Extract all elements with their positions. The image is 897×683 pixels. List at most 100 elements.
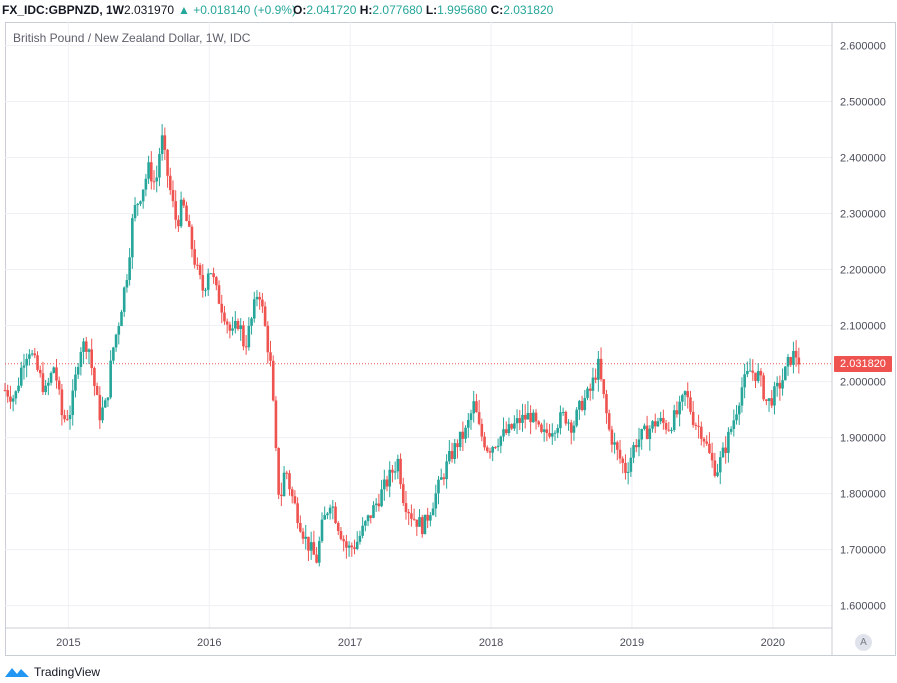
candle-body <box>36 355 39 370</box>
candle-body <box>328 507 332 514</box>
candle-body <box>353 547 356 549</box>
candle-body <box>277 447 280 495</box>
candle-body <box>691 411 695 425</box>
candle-body <box>689 397 692 412</box>
candle-body <box>377 503 381 507</box>
candle-body <box>141 189 145 202</box>
candle-body <box>323 515 327 520</box>
candle-body <box>3 389 7 391</box>
candle-body <box>550 433 554 437</box>
candle-body <box>756 371 760 381</box>
candle-body <box>147 162 150 179</box>
candle-body <box>591 377 595 391</box>
candle-body <box>483 436 486 448</box>
price-tick-label: 2.000000 <box>840 377 886 389</box>
candle-body <box>374 503 378 506</box>
candle-body <box>114 334 118 348</box>
candle-body <box>488 451 492 453</box>
price-tick-label: 2.300000 <box>840 209 886 221</box>
candle-body <box>499 436 503 446</box>
price-tick-label: 1.900000 <box>840 433 886 445</box>
candle-body <box>190 226 194 250</box>
candle-body <box>708 443 711 453</box>
candle-body <box>564 411 568 424</box>
candle-body <box>705 441 709 444</box>
candle-body <box>112 347 115 361</box>
candle-body <box>634 445 638 448</box>
candle-body <box>383 479 386 490</box>
candle-body <box>429 515 432 521</box>
candle-body <box>239 325 243 329</box>
symbol-header: FX_IDC:GBPNZD, 1W 2.031970 ▲ +0.018140 (… <box>0 0 897 22</box>
candle-body <box>588 388 592 391</box>
candle-body <box>672 410 676 430</box>
candle-body <box>724 447 727 453</box>
candle-body <box>369 515 373 518</box>
chart-pane[interactable] <box>5 22 896 656</box>
candle-body <box>518 418 522 423</box>
candle-body <box>28 354 31 359</box>
candle-body <box>461 431 465 439</box>
candle-body <box>510 424 513 429</box>
ohlc-values: O:2.041720 H:2.077680 L:1.995680 C:2.031… <box>293 0 553 20</box>
close-label: C: <box>490 3 504 17</box>
tradingview-branding[interactable]: TradingView <box>4 662 100 682</box>
candle-body <box>783 366 787 381</box>
candle-body <box>14 391 18 399</box>
candle-body <box>66 419 69 421</box>
candle-body <box>293 496 297 504</box>
candle-body <box>575 409 578 426</box>
candle-body <box>404 503 408 513</box>
candle-body <box>770 398 774 406</box>
candle-body <box>220 303 224 313</box>
candle-body <box>412 518 416 520</box>
candle-body <box>437 479 440 494</box>
candle-body <box>106 397 110 401</box>
candle-body <box>312 542 316 555</box>
candle-body <box>559 412 562 429</box>
candle-body <box>445 461 448 480</box>
candle-body <box>144 178 148 190</box>
candle-body <box>358 535 362 542</box>
candle-body <box>52 367 56 373</box>
symbol-label[interactable]: FX_IDC:GBPNZD, 1W <box>2 3 125 17</box>
high-label: H: <box>359 3 373 17</box>
candle-body <box>177 219 180 227</box>
candle-body <box>11 398 15 402</box>
candle-body <box>526 413 530 420</box>
candle-body <box>326 513 329 516</box>
candle-body <box>103 400 107 408</box>
candle-body <box>84 341 88 352</box>
candle-body <box>548 432 551 437</box>
candle-body <box>152 181 156 183</box>
candle-body <box>347 545 351 548</box>
last-price: 2.031970 <box>124 3 175 17</box>
candle-body <box>789 356 793 365</box>
candle-body <box>594 377 597 380</box>
candle-body <box>553 432 557 434</box>
candle-body <box>90 349 93 368</box>
price-tick-label: 1.600000 <box>840 601 886 613</box>
candle-body <box>244 346 248 348</box>
candle-body <box>101 407 104 421</box>
candle-body <box>648 428 652 440</box>
candle-body <box>751 370 755 373</box>
candle-body <box>700 426 703 439</box>
candle-body <box>732 420 736 430</box>
candle-body <box>361 525 364 536</box>
candle-body <box>675 410 679 415</box>
candle-body <box>44 385 47 393</box>
candle-body <box>521 414 524 423</box>
auto-scale-button[interactable]: A <box>855 634 872 651</box>
candle-body <box>767 398 771 401</box>
time-tick-label: 2015 <box>56 637 80 649</box>
price-tick-label: 2.600000 <box>840 41 886 53</box>
candle-body <box>391 469 394 473</box>
candle-body <box>477 412 481 424</box>
candle-body <box>41 373 45 393</box>
time-tick-label: 2016 <box>197 637 221 649</box>
candle-body <box>640 429 643 440</box>
candle-body <box>721 447 725 458</box>
candle-body <box>63 415 66 420</box>
